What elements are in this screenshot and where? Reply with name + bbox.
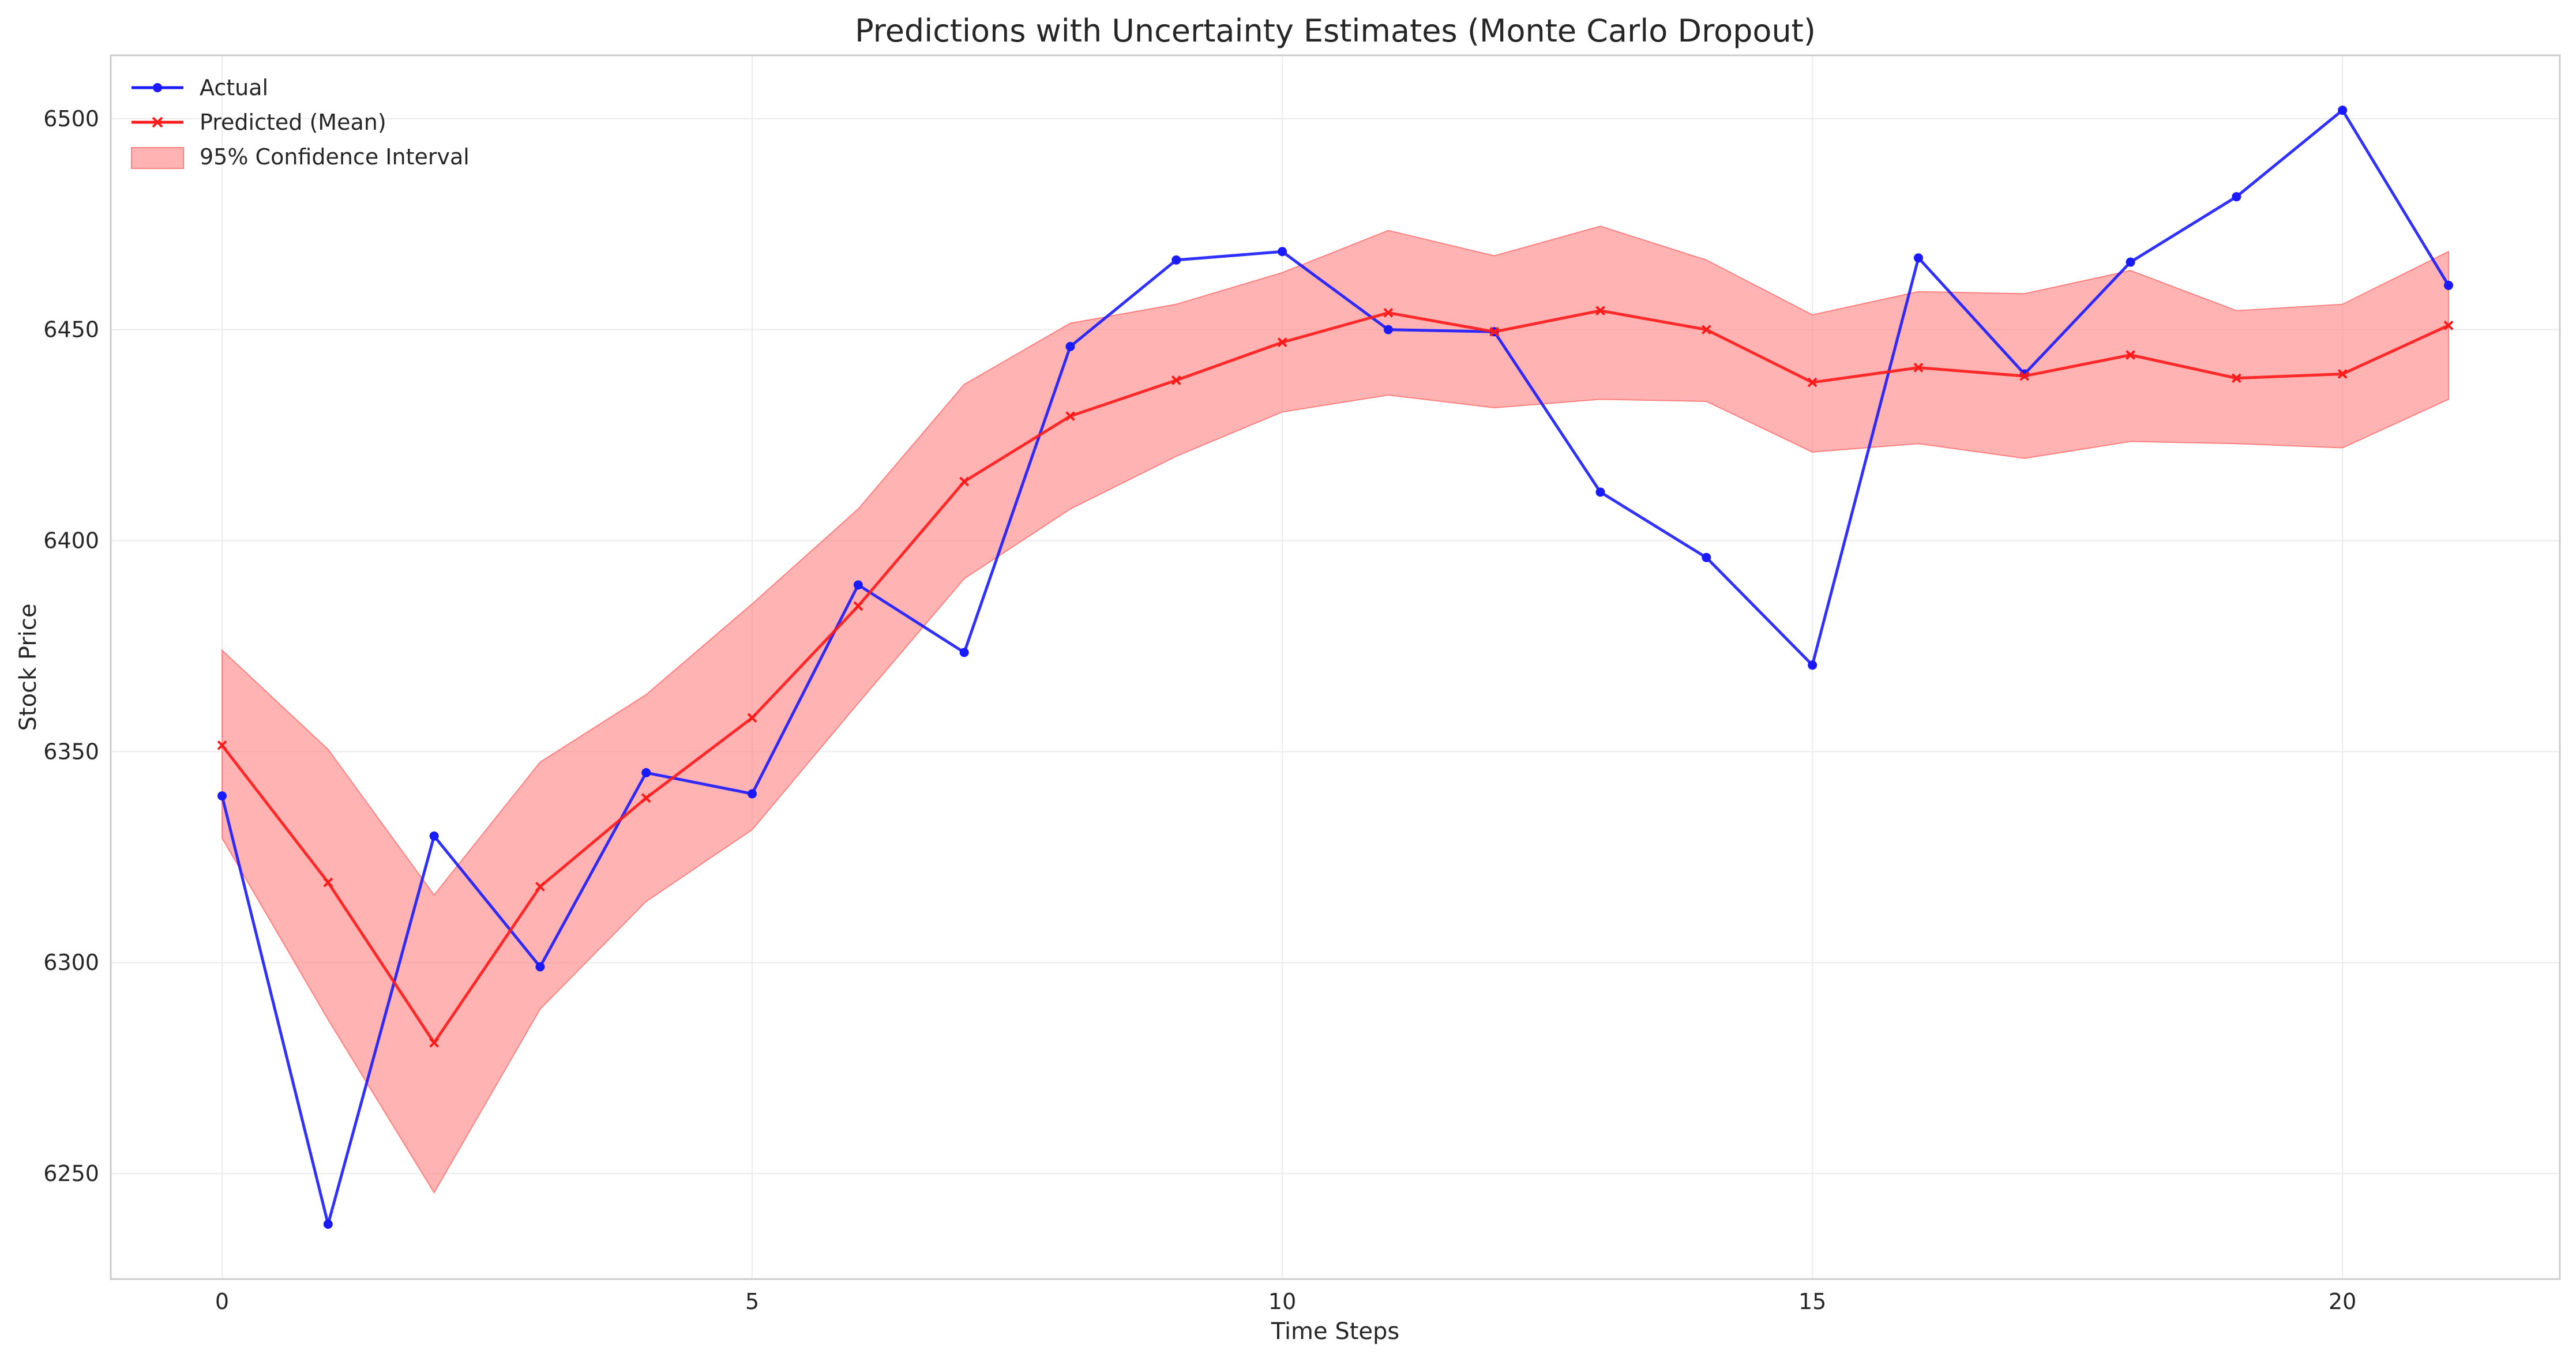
data-point	[535, 882, 545, 892]
data-point	[1913, 363, 1924, 373]
x-axis-label: Time Steps	[1271, 1318, 1400, 1345]
data-point	[2126, 350, 2135, 360]
data-point	[323, 877, 333, 888]
x-tick-label: 5	[745, 1289, 759, 1314]
confidence-band	[221, 225, 2449, 1194]
data-point	[1171, 375, 1181, 385]
data-point	[323, 1219, 333, 1229]
y-tick-label: 6300	[43, 950, 99, 975]
data-point	[959, 476, 970, 487]
legend-swatch-confidence	[131, 147, 184, 169]
legend-entry-predicted: Predicted (Mean)	[132, 110, 386, 135]
y-tick-label: 6250	[43, 1161, 99, 1186]
data-point	[217, 791, 227, 801]
series-line	[220, 108, 2450, 1226]
x-tick-label: 20	[2329, 1289, 2356, 1314]
data-point	[1383, 307, 1394, 318]
data-point	[853, 580, 863, 590]
data-point	[1489, 326, 1500, 337]
data-point	[2232, 192, 2241, 202]
data-point	[1808, 660, 1818, 670]
data-point	[641, 768, 651, 777]
legend-label-confidence: 95% Confidence Interval	[200, 144, 470, 170]
series-layer	[217, 106, 2454, 1229]
legend-entry-actual: Actual	[132, 75, 268, 100]
data-point	[1702, 552, 1711, 562]
plot-frame	[110, 54, 2561, 1280]
data-point	[2231, 373, 2241, 383]
y-tick-label: 6400	[43, 528, 99, 553]
series-actual	[217, 106, 2453, 1229]
y-axis-label: Stock Price	[15, 604, 42, 731]
legend-marker-actual	[153, 83, 162, 92]
legend: Actual Predicted (Mean) 95% Confidence I…	[131, 75, 470, 170]
gridlines	[111, 55, 2560, 1279]
legend-label-predicted: Predicted (Mean)	[200, 110, 386, 135]
data-point	[1278, 247, 1287, 257]
data-point	[1595, 306, 1605, 316]
tick-labels: 0 5 10 15 20 6250 6300 6350 6400 6450 6500	[43, 106, 2356, 1314]
data-point	[1065, 411, 1075, 422]
data-point	[2126, 257, 2135, 267]
data-point	[959, 648, 969, 657]
x-tick-label: 15	[1798, 1289, 1826, 1314]
data-point	[217, 740, 227, 750]
data-point	[747, 713, 757, 723]
data-point	[853, 601, 863, 611]
legend-entry-confidence: 95% Confidence Interval	[131, 144, 470, 170]
x-tick-label: 0	[215, 1289, 229, 1314]
data-point	[1807, 377, 1818, 388]
data-point	[429, 1037, 440, 1048]
data-point	[1277, 337, 1287, 347]
data-point	[1171, 255, 1181, 265]
y-tick-label: 6450	[43, 317, 99, 343]
chart-title: Predictions with Uncertainty Estimates (…	[855, 13, 1816, 49]
data-point	[535, 962, 545, 972]
confidence-band-layer	[221, 225, 2449, 1194]
series-predicted	[217, 306, 2454, 1048]
data-point	[1383, 325, 1393, 334]
data-point	[2019, 371, 2030, 381]
data-point	[1701, 325, 1711, 335]
data-point	[2337, 369, 2348, 379]
data-point	[1065, 341, 1075, 351]
data-point	[1913, 253, 1923, 263]
data-point	[1595, 487, 1605, 497]
legend-marker-predicted	[152, 116, 163, 128]
data-point	[641, 793, 651, 803]
y-tick-label: 6500	[43, 106, 99, 131]
y-tick-label: 6350	[43, 739, 99, 764]
legend-label-actual: Actual	[200, 75, 268, 100]
data-point	[748, 789, 757, 799]
x-tick-label: 10	[1268, 1289, 1296, 1314]
data-point	[429, 831, 439, 841]
data-point	[2443, 320, 2454, 330]
data-point	[2444, 280, 2453, 290]
series-line	[221, 309, 2450, 1044]
data-point	[2338, 106, 2348, 115]
